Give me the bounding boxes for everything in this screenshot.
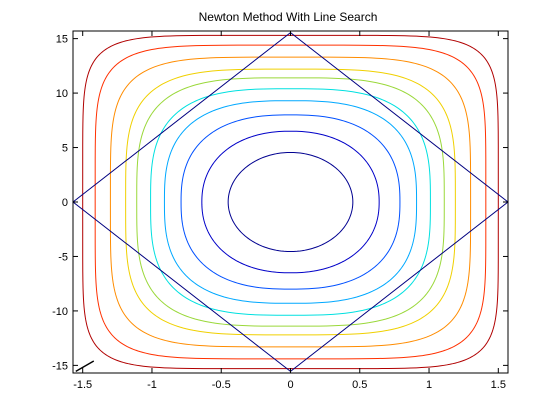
contour-lines — [82, 34, 499, 370]
line-search-path — [73, 31, 508, 373]
contour-level-9 — [94, 44, 487, 360]
y-tick-label: 10 — [56, 88, 68, 100]
contour-level-7 — [125, 68, 456, 336]
y-tick-label: -10 — [52, 306, 68, 318]
y-tick-label: -5 — [58, 251, 68, 263]
y-tick-label: 0 — [62, 197, 68, 209]
x-tick-label: -1.5 — [73, 379, 92, 391]
chart-title: Newton Method With Line Search — [199, 10, 378, 24]
contour-level-8 — [109, 56, 472, 348]
x-tick-label: 0.5 — [352, 379, 367, 391]
x-tick-label: -0.5 — [212, 379, 231, 391]
contour-level-10 — [82, 34, 499, 370]
axes: -1.5 -1 -0.5 0 0.5 1 1.5 -15 -10 -5 0 5 10 15 — [52, 30, 509, 391]
x-tick-label: 0 — [287, 379, 293, 391]
contour-level-1 — [227, 151, 354, 253]
contour-level-6 — [136, 77, 445, 327]
y-tick-label: 15 — [56, 34, 68, 46]
contour-level-3 — [180, 114, 401, 290]
x-tick-label: -1 — [147, 379, 157, 391]
contour-level-4 — [163, 100, 418, 304]
contour-level-2 — [201, 130, 380, 274]
contour-level-5 — [150, 88, 431, 316]
newton-path-line — [73, 31, 508, 373]
y-tick-label: 5 — [62, 143, 68, 155]
y-tick-label: -15 — [52, 360, 68, 372]
start-segment — [75, 360, 95, 372]
x-tick-label: 1.5 — [491, 379, 506, 391]
x-tick-label: 1 — [426, 379, 432, 391]
